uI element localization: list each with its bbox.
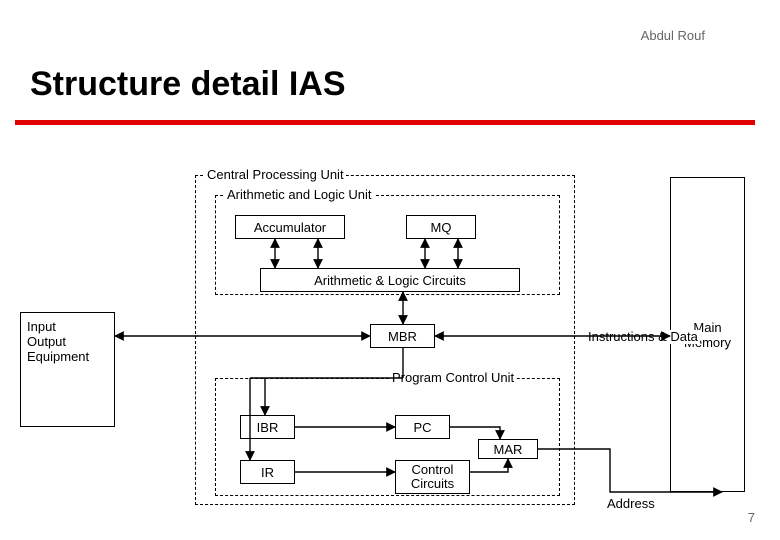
pcu-label: Program Control Unit (390, 370, 516, 385)
io-label-2: Output (27, 334, 66, 349)
mq-box: MQ (406, 215, 476, 239)
ir-box: IR (240, 460, 295, 484)
pc-box: PC (395, 415, 450, 439)
author-label: Abdul Rouf (641, 28, 705, 43)
mbr-box: MBR (370, 324, 435, 348)
io-label-1: Input (27, 319, 56, 334)
io-label-3: Equipment (27, 349, 89, 364)
page-number: 7 (748, 510, 755, 525)
slide-title: Structure detail IAS (30, 65, 346, 104)
instr-data-label: Instructions & Data (586, 330, 700, 344)
alc-box: Arithmetic & Logic Circuits (260, 268, 520, 292)
alu-label: Arithmetic and Logic Unit (225, 187, 374, 202)
cc-box: Control Circuits (395, 460, 470, 494)
accumulator-box: Accumulator (235, 215, 345, 239)
io-box: Input Output Equipment (20, 312, 115, 427)
address-label: Address (605, 496, 657, 511)
mar-box: MAR (478, 439, 538, 459)
title-rule (15, 120, 755, 125)
cpu-label: Central Processing Unit (205, 167, 346, 182)
ibr-box: IBR (240, 415, 295, 439)
